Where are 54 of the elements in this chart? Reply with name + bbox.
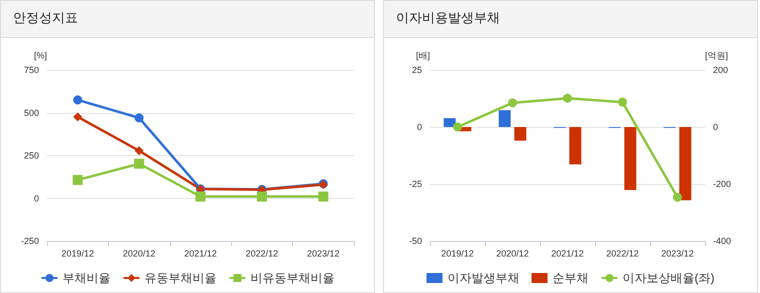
y-tick-label: -25 — [408, 179, 422, 189]
x-tick-label: 2023/12 — [661, 248, 694, 258]
point — [256, 192, 267, 202]
legend-label: 이자보상배율(좌) — [622, 271, 715, 285]
x-tick-label: 2021/12 — [551, 248, 584, 258]
legend-label: 이자발생부채 — [448, 271, 520, 285]
y2-tick-label: 0 — [713, 122, 718, 132]
point — [453, 122, 462, 132]
legend-label: 부채비율 — [62, 271, 110, 285]
y-tick-label: -50 — [408, 236, 422, 246]
point — [318, 192, 328, 202]
chart-title: 안정성지표 — [1, 1, 374, 38]
bar — [514, 127, 526, 141]
point — [563, 94, 572, 103]
point — [73, 95, 82, 104]
bar — [444, 118, 456, 127]
x-tick-label: 2022/12 — [606, 248, 639, 258]
point — [508, 98, 517, 108]
x-tick-label: 2019/12 — [61, 248, 94, 258]
y-tick-label: 25 — [412, 65, 422, 75]
bar — [498, 110, 511, 127]
bar — [569, 127, 582, 164]
point — [73, 112, 82, 122]
point — [196, 192, 206, 202]
chart-title: 이자비용발생부채 — [384, 1, 757, 38]
point — [618, 98, 627, 107]
x-tick-label: 2022/12 — [246, 248, 278, 258]
point — [134, 158, 144, 169]
y2-axis-title: [억원] — [705, 50, 728, 60]
x-tick-label: 2019/12 — [441, 248, 474, 258]
y-axis-title: [%] — [34, 50, 47, 60]
y-tick-label: 0 — [34, 193, 39, 204]
x-tick-label: 2020/12 — [496, 248, 529, 258]
bar — [679, 127, 692, 200]
y-tick-label: 0 — [416, 122, 422, 132]
x-tick-label: 2020/12 — [122, 248, 156, 258]
point — [673, 192, 682, 202]
x-tick-label: 2023/12 — [307, 248, 340, 258]
y2-tick-label: -400 — [713, 236, 732, 246]
y-axis-title: [배] — [416, 50, 430, 60]
y2-tick-label: -200 — [713, 179, 732, 189]
y-tick-label: -250 — [20, 236, 39, 246]
bar — [624, 127, 636, 190]
legend-label: 비유동부채비율 — [250, 271, 334, 285]
y-tick-label: 500 — [24, 108, 39, 118]
legend-label: 유동부채비율 — [144, 271, 216, 285]
point — [72, 174, 83, 185]
y-tick-label: 250 — [24, 150, 39, 160]
legend-label: 순부채 — [552, 271, 589, 285]
point — [134, 146, 144, 156]
x-tick-label: 2021/12 — [184, 248, 217, 258]
point — [134, 113, 144, 122]
y-tick-label: 750 — [24, 65, 39, 75]
y2-tick-label: 200 — [713, 65, 728, 75]
